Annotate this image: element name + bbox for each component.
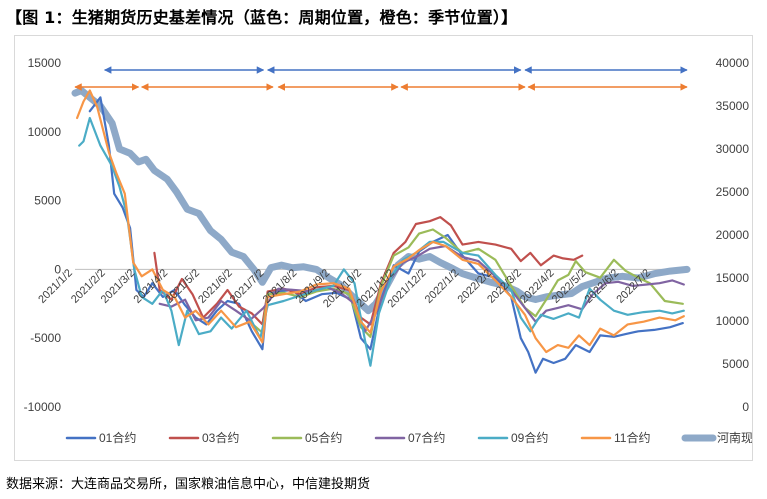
chart-area: 15000 10000 5000 0 -5000 -10000 40000 35000 300…: [14, 35, 753, 461]
series-line-09合约: [78, 116, 685, 367]
x-tick-label: 2021/4/2: [132, 267, 171, 306]
period-arrows: [74, 66, 688, 91]
legend-label: 11合约: [614, 430, 650, 445]
left-tick-label: 10000: [28, 125, 62, 139]
legend-label: 河南现货: [717, 430, 752, 445]
left-tick-label: -10000: [24, 400, 62, 414]
left-tick-label: 5000: [34, 194, 61, 208]
left-tick-label: 15000: [28, 56, 62, 70]
right-tick-label: 0: [742, 400, 749, 414]
x-tick-label: 2021/7/2: [228, 267, 267, 306]
series-line-11合约: [76, 89, 685, 354]
series-line-05合约: [248, 228, 684, 338]
source-note: 数据来源：大连商品交易所，国家粮油信息中心，中信建投期货: [6, 477, 371, 492]
right-tick-label: 15000: [716, 271, 750, 285]
series-line-01合约: [88, 96, 684, 374]
x-axis: 2021/1/22021/2/22021/3/22021/4/22021/5/2…: [36, 267, 653, 310]
right-tick-label: 40000: [716, 56, 750, 70]
right-tick-label: 35000: [716, 99, 750, 113]
left-tick-label: 0: [54, 262, 61, 276]
right-axis: 40000 35000 30000 25000 20000 15000 10000 5000 0: [716, 56, 750, 414]
right-tick-label: 30000: [716, 142, 750, 156]
left-tick-label: -5000: [30, 331, 61, 345]
basis-line-chart: 15000 10000 5000 0 -5000 -10000 40000 35000 300…: [24, 56, 752, 445]
legend-label: 09合约: [511, 430, 548, 445]
right-tick-label: 5000: [722, 357, 749, 371]
series-line-河南现货: [71, 87, 691, 315]
legend-label: 03合约: [202, 430, 239, 445]
x-tick-label: 2021/6/2: [196, 267, 235, 306]
legend-label: 05合约: [305, 430, 342, 445]
right-tick-label: 25000: [716, 185, 750, 199]
series-lines: [71, 87, 691, 374]
x-tick-label: 2022/1/2: [423, 267, 462, 306]
legend: 01合约 03合约 05合约 07合约 09合约 11合约 河南现货: [65, 430, 752, 445]
figure-title: 【图 1：生猪期货历史基差情况（蓝色：周期位置，橙色：季节位置）】: [6, 8, 518, 27]
right-tick-label: 20000: [716, 228, 750, 242]
legend-label: 01合约: [99, 430, 136, 445]
right-tick-label: 10000: [716, 314, 750, 328]
legend-label: 07合约: [408, 430, 445, 445]
left-axis: 15000 10000 5000 0 -5000 -10000: [24, 56, 62, 414]
x-tick-label: 2022/7/2: [614, 267, 653, 306]
